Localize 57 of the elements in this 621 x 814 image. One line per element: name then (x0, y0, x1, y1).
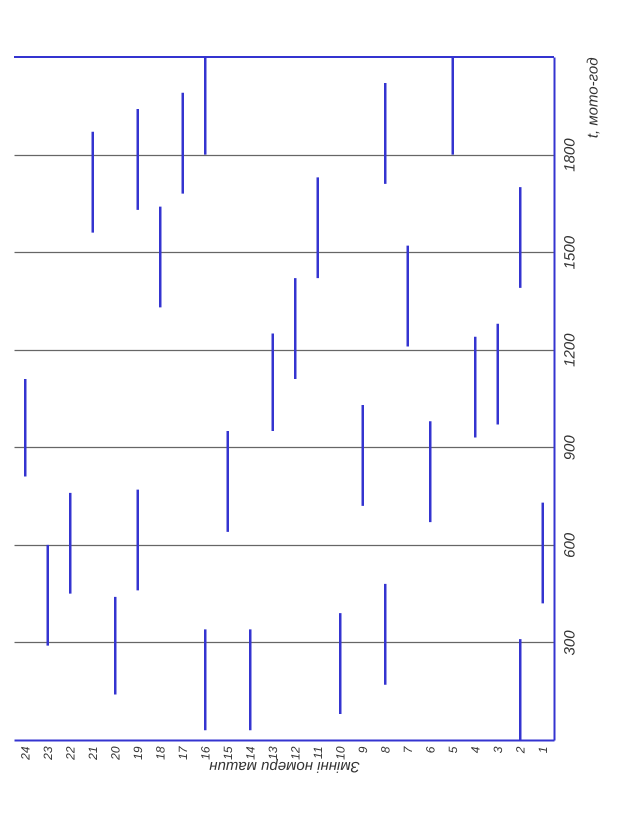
x-tick-label: 22 (63, 746, 78, 761)
x-tick-label: 7 (400, 745, 415, 754)
bar (384, 83, 386, 184)
bar (406, 246, 409, 346)
x-tick-label: 16 (198, 746, 212, 760)
bar (204, 629, 206, 730)
x-tick-label: 24 (18, 746, 32, 761)
bar (429, 421, 432, 522)
bar (339, 613, 342, 714)
bar (249, 629, 252, 730)
x-tick-label: 10 (333, 746, 348, 760)
x-tick-label: 15 (220, 746, 235, 760)
bar (182, 92, 184, 194)
bar (496, 324, 499, 425)
y-axis-title: t, мото-год (584, 58, 602, 138)
bar (519, 187, 522, 288)
x-tick-label: 21 (86, 746, 100, 761)
bar (159, 206, 162, 308)
x-tick-label: 19 (130, 746, 145, 760)
y-tick-label: 900 (562, 434, 578, 460)
bar (362, 405, 364, 506)
x-tick-label: 13 (266, 746, 280, 760)
x-tick-label: 4 (468, 746, 482, 754)
y-tick-label: 1200 (562, 332, 578, 367)
bar (316, 177, 319, 278)
bar (272, 333, 274, 432)
x-tick-label: 1 (536, 746, 550, 754)
bar (136, 109, 139, 210)
bar (46, 544, 49, 646)
x-tick-label: 9 (356, 746, 370, 754)
x-tick-label: 14 (243, 746, 258, 760)
bar (92, 132, 94, 233)
bar (114, 596, 116, 694)
y-tick-label: 600 (562, 532, 578, 558)
x-tick-label: 12 (288, 746, 302, 760)
y-tick-label: 1800 (562, 138, 578, 172)
x-tick-label: 18 (153, 746, 168, 760)
bar (294, 278, 296, 379)
x-tick-label: 17 (176, 745, 190, 760)
x-tick-label: 11 (310, 746, 325, 759)
bar (69, 492, 72, 594)
bar (24, 378, 26, 477)
x-tick-label: 8 (378, 746, 392, 754)
bar (542, 502, 544, 604)
bar (136, 490, 139, 590)
x-tick-label: 5 (446, 746, 460, 754)
bar (474, 336, 476, 438)
x-axis-title: Змінні номери машин (209, 758, 360, 775)
x-tick-label: 23 (40, 746, 55, 761)
x-tick-label: 2 (513, 746, 528, 754)
x-tick-label: 6 (423, 746, 438, 754)
y-tick-label: 1500 (562, 235, 578, 270)
x-tick-label: 20 (108, 746, 122, 761)
x-tick-label: 3 (490, 746, 505, 754)
bar (384, 584, 386, 685)
y-tick-label: 300 (562, 630, 578, 656)
bar (226, 431, 229, 532)
